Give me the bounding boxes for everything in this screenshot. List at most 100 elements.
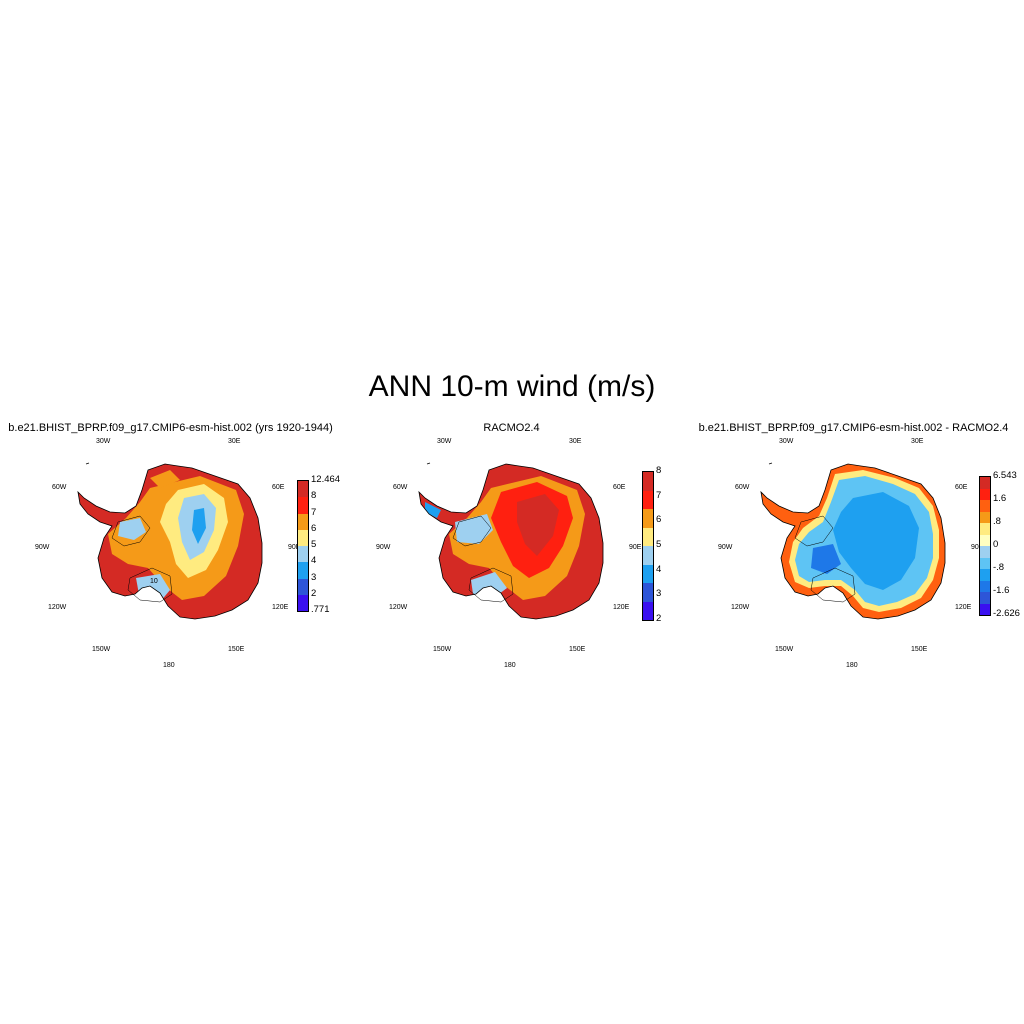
longitude-label: 150E <box>569 646 586 653</box>
colorbar-label: 8 <box>656 465 662 476</box>
colorbar-label: 4 <box>311 555 317 567</box>
colorbar-swatch <box>980 557 990 569</box>
longitude-label: 150W <box>433 646 452 653</box>
colorbar-swatch <box>298 594 308 611</box>
small-island <box>85 462 90 465</box>
coastline <box>77 463 263 620</box>
map-field-zone <box>517 494 559 556</box>
colorbar-label: -.8 <box>993 562 1005 573</box>
longitude-label: 30W <box>437 438 452 445</box>
longitude-label: 180 <box>846 662 858 669</box>
coastline <box>418 463 604 620</box>
colorbar-swatch <box>980 592 990 604</box>
longitude-label: 150E <box>911 646 928 653</box>
longitude-label: 30E <box>228 438 241 445</box>
longitude-label: 90W <box>35 544 50 551</box>
map-field-zone <box>150 470 180 488</box>
colorbar-swatch <box>980 603 990 615</box>
colorbar-swatches <box>297 480 309 612</box>
small-island <box>426 462 431 465</box>
colorbar-label: 5 <box>311 539 317 550</box>
map-panel-2: RACMO2.4 30W 30E 60W 60E 90W 90E 120W 120E 150W 15… <box>341 418 682 678</box>
longitude-label: 120E <box>613 604 630 611</box>
colorbar-swatch <box>643 583 653 602</box>
longitude-label: 120W <box>389 604 408 611</box>
panel-title: b.e21.BHIST_BPRP.f09_g17.CMIP6-esm-hist.… <box>8 422 333 434</box>
longitude-label: 90E <box>288 544 301 551</box>
map-field-zone <box>833 492 919 590</box>
longitude-label: 90E <box>629 544 642 551</box>
colorbar-swatch <box>980 511 990 523</box>
colorbar-swatch <box>980 488 990 500</box>
ice-shelf-outline <box>468 567 514 603</box>
colorbar-swatch <box>298 546 308 563</box>
longitude-label: 60E <box>272 484 285 491</box>
map-field-zone <box>118 518 146 540</box>
longitude-label: 30W <box>96 438 111 445</box>
longitude-label: 60W <box>735 484 750 491</box>
colorbar-swatch <box>980 580 990 592</box>
colorbar-label: -2.626 <box>993 608 1020 619</box>
colorbar-swatch <box>298 578 308 595</box>
map-panel-1: b.e21.BHIST_BPRP.f09_g17.CMIP6-esm-hist.… <box>0 418 341 678</box>
colorbar-label: 0 <box>993 539 999 550</box>
small-island <box>768 462 773 465</box>
contour-label: 10 <box>150 578 158 585</box>
ice-shelf-outline <box>452 515 492 547</box>
colorbar-swatch <box>643 527 653 546</box>
colorbar-swatch <box>643 490 653 509</box>
colorbar-label: .8 <box>993 516 1001 527</box>
longitude-label: 30E <box>569 438 582 445</box>
colorbar-swatch <box>643 509 653 528</box>
colorbar-swatch <box>298 513 308 530</box>
colorbar-swatches <box>642 471 654 621</box>
colorbar-swatch <box>980 523 990 535</box>
colorbar-swatch <box>980 500 990 512</box>
colorbar-label: 7 <box>656 489 662 501</box>
longitude-label: 30E <box>911 438 924 445</box>
colorbar-label: 2 <box>656 613 662 624</box>
colorbar-swatch <box>643 472 653 491</box>
longitude-label: 180 <box>163 662 175 669</box>
colorbar-label: 4 <box>656 563 662 575</box>
longitude-label: 60E <box>955 484 968 491</box>
longitude-label: 60W <box>393 484 408 491</box>
colorbar-label: .771 <box>311 604 330 615</box>
colorbar-swatch <box>298 497 308 514</box>
panel-title: b.e21.BHIST_BPRP.f09_g17.CMIP6-esm-hist.… <box>698 422 1009 434</box>
longitude-label: 150E <box>228 646 245 653</box>
colorbar-label: 6.543 <box>993 470 1017 481</box>
longitude-label: 90W <box>376 544 391 551</box>
antarctica-map <box>760 462 946 620</box>
ice-shelf-outline <box>111 515 151 547</box>
colorbar-swatch <box>643 601 653 620</box>
colorbar-swatches <box>979 476 991 616</box>
longitude-label: 180 <box>504 662 516 669</box>
antarctica-map <box>418 462 604 620</box>
colorbar-label: 12.464 <box>311 474 341 485</box>
coastline <box>760 463 946 620</box>
colorbar-label: 3 <box>656 588 662 600</box>
longitude-label: 90W <box>718 544 733 551</box>
colorbar-swatch <box>298 481 308 498</box>
longitude-label: 150W <box>92 646 111 653</box>
longitude-label: 120E <box>272 604 289 611</box>
colorbar-swatch <box>643 564 653 583</box>
colorbar-label: 8 <box>311 490 317 502</box>
colorbar-swatch <box>643 546 653 565</box>
longitude-label: 60E <box>613 484 626 491</box>
colorbar-label: 2 <box>311 587 317 599</box>
map-field-zone <box>811 544 841 574</box>
map-field-zone <box>192 508 206 544</box>
antarctica-map <box>77 462 263 620</box>
colorbar-label: 6 <box>311 522 317 534</box>
colorbar-swatch <box>298 529 308 546</box>
main-title: ANN 10-m wind (m/s) <box>368 370 656 403</box>
colorbar-swatch <box>980 534 990 546</box>
map-field-zone <box>455 514 493 544</box>
longitude-label: 30W <box>779 438 794 445</box>
colorbar-swatch <box>298 562 308 579</box>
colorbar-label: 6 <box>656 514 662 526</box>
map-panel-3: b.e21.BHIST_BPRP.f09_g17.CMIP6-esm-hist.… <box>683 418 1024 678</box>
colorbar-label: 1.6 <box>993 493 1007 504</box>
